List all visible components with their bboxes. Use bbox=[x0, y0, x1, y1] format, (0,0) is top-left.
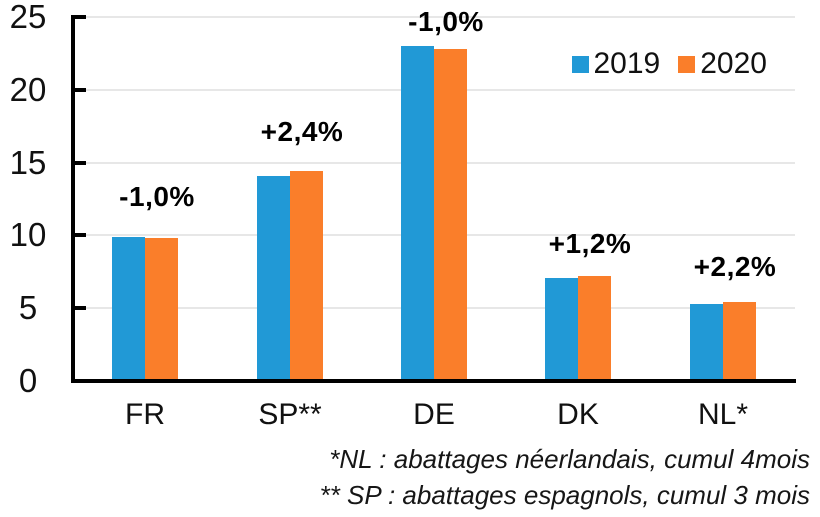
y-axis-line bbox=[71, 15, 75, 383]
bar-2020-DK bbox=[578, 276, 611, 381]
y-axis-label-25: 25 bbox=[9, 0, 47, 35]
bar-2019-DK bbox=[545, 278, 578, 381]
bar-2019-DE bbox=[401, 46, 434, 381]
footnotes: *NL : abattages néerlandais, cumul 4mois… bbox=[320, 441, 810, 513]
y-axis-tick-25 bbox=[75, 15, 86, 19]
y-axis-tick-20 bbox=[75, 88, 86, 92]
bar-2020-FR bbox=[145, 238, 178, 381]
delta-label-DE: -1,0% bbox=[408, 6, 484, 37]
y-axis-label-5: 5 bbox=[18, 289, 38, 326]
legend-swatch-2019 bbox=[571, 55, 589, 73]
x-axis-label-DK: DK bbox=[557, 398, 599, 431]
bar-2020-SP** bbox=[290, 171, 323, 381]
footnote-nl: *NL : abattages néerlandais, cumul 4mois bbox=[329, 444, 810, 474]
y-axis-label-15: 15 bbox=[9, 144, 47, 181]
x-axis-label-DE: DE bbox=[413, 398, 455, 431]
y-axis-tick-5 bbox=[75, 306, 86, 310]
y-axis-tick-10 bbox=[75, 233, 86, 237]
bar-2020-NL* bbox=[723, 302, 756, 381]
legend-item-2020: 2020 bbox=[678, 47, 767, 80]
delta-label-NL*: +2,2% bbox=[693, 251, 777, 282]
x-axis-label-NL*: NL* bbox=[697, 398, 749, 431]
x-axis-label-SP**: SP** bbox=[258, 398, 322, 431]
y-axis-label-10: 10 bbox=[9, 216, 47, 253]
legend: 2019 2020 bbox=[571, 47, 767, 80]
bar-2019-SP** bbox=[257, 176, 290, 381]
delta-label-DK: +1,2% bbox=[548, 228, 632, 259]
legend-swatch-2020 bbox=[678, 55, 696, 73]
bar-2019-FR bbox=[112, 237, 145, 381]
legend-label-2020: 2020 bbox=[700, 47, 767, 80]
y-axis-label-20: 20 bbox=[9, 71, 47, 108]
y-axis-label-0: 0 bbox=[18, 362, 38, 399]
legend-label-2019: 2019 bbox=[593, 47, 661, 80]
x-axis-line bbox=[71, 379, 796, 383]
delta-label-FR: -1,0% bbox=[119, 181, 195, 212]
bar-2019-NL* bbox=[690, 304, 723, 381]
delta-label-SP**: +2,4% bbox=[260, 116, 344, 147]
footnote-sp: ** SP : abattages espagnols, cumul 3 moi… bbox=[319, 480, 810, 510]
bar-2020-DE bbox=[434, 49, 467, 381]
x-axis-label-FR: FR bbox=[125, 398, 165, 431]
gridline-25 bbox=[76, 16, 795, 18]
y-axis-tick-15 bbox=[75, 161, 86, 165]
legend-item-2019: 2019 bbox=[571, 47, 661, 80]
